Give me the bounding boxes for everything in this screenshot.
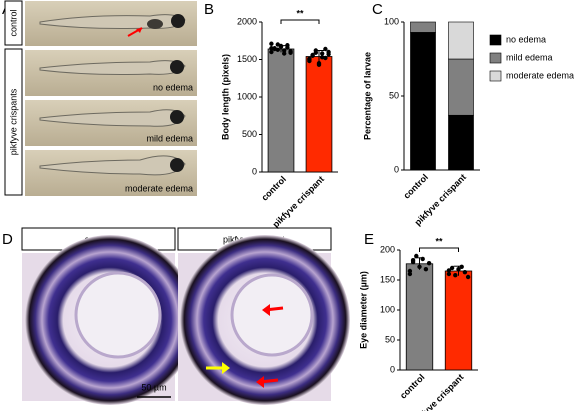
bar — [267, 48, 295, 173]
data-point — [462, 270, 468, 275]
panel-label: C — [372, 1, 383, 18]
legend-swatch — [489, 70, 502, 82]
legend-label: moderate edema — [506, 70, 574, 80]
panel-d: control pikfyve crispant 50 µm — [21, 227, 350, 405]
y-tick-label: 1500 — [237, 54, 257, 64]
y-tick-label: 500 — [242, 129, 257, 139]
y-tick-label: 200 — [380, 244, 395, 254]
data-point — [456, 267, 461, 272]
y-tick-label: 100 — [384, 16, 399, 26]
data-point — [446, 271, 452, 277]
data-point — [288, 49, 293, 54]
data-point — [269, 46, 274, 51]
data-point — [320, 55, 325, 60]
y-tick-label: 100 — [380, 304, 395, 314]
significance-bracket — [280, 19, 320, 24]
x-tick-label: control — [259, 174, 288, 203]
bar-segment — [410, 21, 436, 33]
y-tick-label: 0 — [394, 164, 399, 174]
y-tick-label: 1000 — [237, 91, 257, 101]
data-point — [316, 62, 322, 67]
caption: mild edema — [146, 133, 193, 143]
bar — [305, 56, 333, 173]
data-point — [326, 52, 331, 57]
y-axis-title: Percentage of larvae — [362, 52, 372, 140]
legend-swatch — [489, 34, 502, 46]
data-point — [449, 265, 455, 271]
y-tick-label: 0 — [390, 364, 395, 374]
data-point — [310, 53, 315, 58]
label-box — [4, 48, 23, 196]
y-tick-label: 50 — [385, 334, 395, 344]
legend-label: no edema — [506, 34, 546, 44]
legend-label: mild edema — [506, 52, 553, 62]
panel-label: B — [204, 1, 214, 18]
y-tick-label: 2000 — [237, 16, 257, 26]
y-tick-label: 150 — [380, 274, 395, 284]
data-point — [414, 253, 419, 259]
caption: no edema — [153, 82, 193, 92]
y-axis-title: Eye diameter (µm) — [358, 271, 368, 349]
scale-bar-label: 50 µm — [141, 382, 166, 392]
data-point — [307, 56, 312, 61]
caption: moderate edema — [125, 183, 193, 193]
data-point — [275, 47, 280, 52]
data-point — [426, 261, 432, 266]
data-point — [285, 43, 290, 48]
data-point — [282, 51, 287, 56]
crispant-label: pikfyve crispants — [8, 88, 18, 155]
significance: ** — [435, 236, 443, 246]
larva-photos: no edema mild edema moderate edema — [25, 1, 197, 196]
bar-segment — [448, 58, 474, 116]
bar-segment — [410, 32, 436, 171]
bar-segment — [448, 114, 474, 171]
data-point — [278, 44, 284, 49]
data-point — [453, 273, 458, 278]
data-point — [407, 271, 413, 277]
data-point — [323, 46, 328, 52]
data-point — [320, 51, 325, 56]
panel-label: D — [2, 231, 13, 248]
data-point — [420, 256, 425, 262]
bar — [444, 270, 473, 371]
significance: ** — [296, 8, 304, 18]
panel-a: control pikfyve crispants no edema mild … — [4, 0, 197, 196]
x-tick-label: control — [398, 372, 427, 401]
data-point — [269, 49, 274, 55]
data-point — [459, 264, 464, 269]
data-point — [423, 267, 429, 272]
data-point — [410, 258, 416, 263]
data-point — [465, 274, 471, 280]
control-label: control — [8, 9, 18, 36]
panel-label: E — [364, 231, 374, 248]
bar-segment — [448, 21, 474, 60]
label-box — [4, 0, 23, 46]
data-point — [269, 41, 274, 46]
data-point — [446, 268, 452, 273]
significance-bracket — [419, 247, 459, 252]
legend-swatch — [489, 52, 502, 64]
x-tick-label: control — [401, 172, 430, 201]
y-tick-label: 50 — [389, 90, 399, 100]
data-point — [313, 50, 318, 55]
y-tick-label: 0 — [252, 166, 257, 176]
bar — [405, 263, 434, 371]
data-point — [417, 264, 422, 269]
y-axis-title: Body length (pixels) — [220, 54, 230, 140]
